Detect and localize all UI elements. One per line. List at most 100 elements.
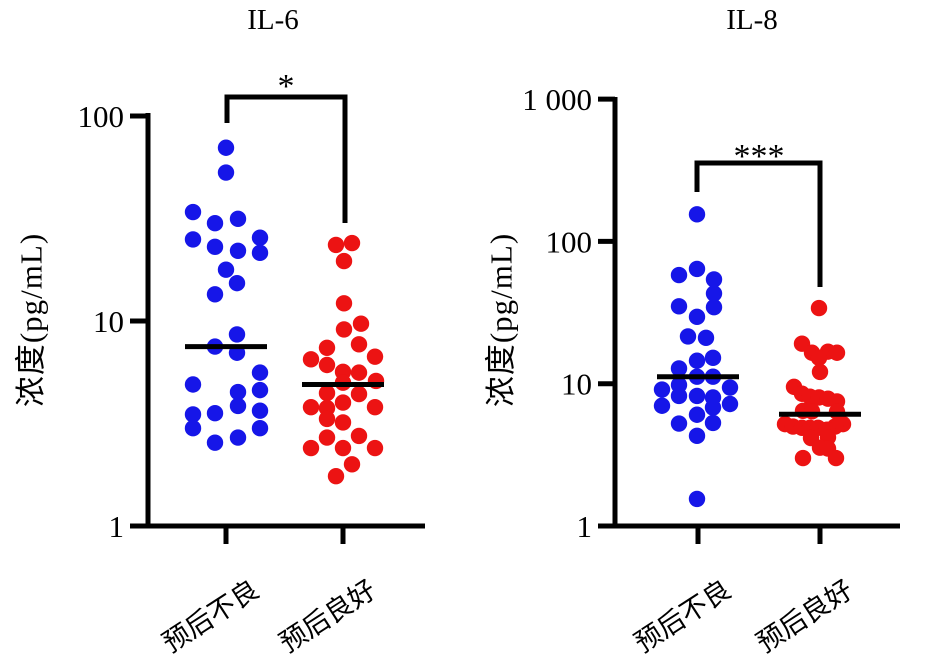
data-point [335, 295, 353, 312]
data-point [251, 229, 269, 246]
data-point [318, 384, 336, 402]
data-point [721, 395, 739, 413]
data-point [327, 467, 345, 485]
data-point [302, 439, 320, 457]
y-tick-label: 100 [546, 224, 593, 259]
significance-bracket [694, 160, 823, 287]
plot-il8: 1 000 100 10 1 *** IL-8 浓度(pg/mL) 预后不良 预后良好 [472, 0, 945, 661]
data-point [334, 439, 352, 457]
data-point [688, 206, 706, 223]
significance-bracket [224, 94, 348, 223]
data-point [206, 238, 224, 256]
data-point [184, 376, 202, 393]
data-point [704, 414, 722, 432]
data-point [366, 398, 384, 416]
data-point [697, 329, 715, 347]
data-point [350, 336, 368, 353]
data-point [688, 406, 706, 423]
data-point [688, 490, 706, 508]
data-point [251, 381, 269, 399]
data-point [679, 328, 697, 345]
data-point [229, 242, 247, 260]
data-point [229, 383, 247, 401]
data-point [318, 339, 336, 357]
data-point [251, 364, 269, 381]
data-point [688, 352, 706, 369]
data-point [206, 286, 224, 303]
y-tick-label: 1 000 [522, 82, 592, 117]
data-point [184, 419, 202, 437]
plot-title-il6: IL-6 [247, 4, 299, 36]
data-point [229, 429, 247, 446]
y-tick-label: 1 [577, 509, 593, 544]
data-point [251, 419, 269, 437]
data-point [335, 321, 353, 338]
data-point [705, 298, 723, 316]
data-point [704, 349, 722, 367]
data-point [206, 405, 224, 422]
data-point [670, 266, 688, 284]
data-point [229, 210, 247, 228]
data-point [688, 308, 706, 326]
y-tick-label: 10 [93, 304, 124, 339]
data-point [688, 387, 706, 405]
significance-label: *** [734, 138, 785, 175]
data-point [206, 214, 224, 232]
data-point [335, 252, 353, 270]
data-point [810, 349, 828, 367]
data-point [705, 271, 723, 288]
data-point [350, 385, 368, 403]
data-point [811, 363, 829, 381]
data-point [334, 414, 352, 431]
data-point [366, 439, 384, 457]
plot-il6: 100 10 1 * IL-6 浓度(pg/mL) 预后不良 预后良好 [0, 0, 472, 661]
data-point [206, 434, 224, 451]
y-tick-label: 1 [109, 509, 125, 544]
data-point [721, 379, 739, 396]
data-point [670, 360, 688, 377]
data-point [318, 410, 336, 428]
data-point [343, 456, 361, 473]
data-point [794, 449, 812, 467]
data-point [828, 344, 846, 361]
data-point [343, 234, 361, 252]
y-axis-label-il6: 浓度(pg/mL) [13, 232, 49, 408]
y-tick-label: 10 [561, 367, 592, 402]
y-axis-label-il8: 浓度(pg/mL) [483, 232, 519, 408]
data-point [228, 326, 246, 343]
data-point [228, 274, 246, 292]
significance-label: * [278, 68, 295, 105]
data-point [217, 164, 235, 181]
data-point [251, 244, 269, 262]
data-point [229, 397, 247, 415]
data-point [803, 403, 821, 420]
data-point [318, 356, 336, 374]
il8-plot-canvas: 1 000 100 10 1 *** [522, 82, 900, 544]
y-tick-label: 100 [78, 99, 125, 134]
data-point [217, 139, 235, 156]
data-point [350, 364, 368, 381]
data-point [366, 348, 384, 365]
plot-title-il8: IL-8 [726, 4, 778, 36]
data-point [302, 351, 320, 368]
data-point [184, 203, 202, 221]
data-point [827, 449, 845, 467]
data-point [670, 298, 688, 315]
data-point [217, 261, 235, 278]
data-point [810, 299, 828, 317]
data-point [302, 398, 320, 416]
data-point [705, 285, 723, 302]
data-point [670, 415, 688, 432]
data-point [688, 260, 706, 278]
il6-plot-canvas: 100 10 1 * [78, 68, 425, 544]
data-point [352, 315, 370, 332]
data-point [653, 397, 671, 414]
data-point [334, 394, 352, 411]
data-point [327, 236, 345, 254]
data-point [184, 231, 202, 248]
data-point [704, 399, 722, 416]
data-point [670, 387, 688, 405]
data-point [350, 427, 368, 445]
data-point [251, 402, 269, 419]
